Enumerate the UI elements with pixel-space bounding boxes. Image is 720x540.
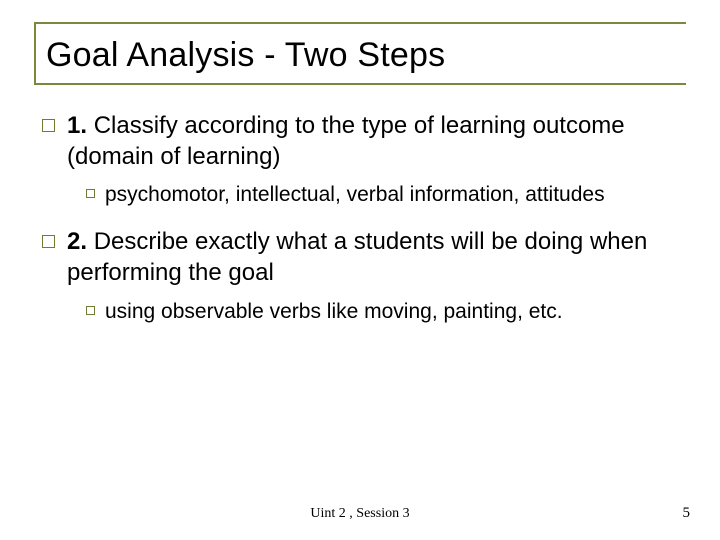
page-number: 5: [683, 505, 691, 522]
footer-center: Uint 2 , Session 3: [0, 506, 720, 522]
square-bullet-icon: [42, 119, 55, 132]
content-area: 1. Classify according to the type of lea…: [34, 85, 686, 326]
list-item: 1. Classify according to the type of lea…: [42, 111, 678, 172]
point-2-text: 2. Describe exactly what a students will…: [67, 227, 678, 288]
point-1-lead: 1.: [67, 112, 87, 139]
list-item: 2. Describe exactly what a students will…: [42, 227, 678, 288]
point-1-text: 1. Classify according to the type of lea…: [67, 111, 678, 172]
point-2-sub: using observable verbs like moving, pain…: [105, 299, 563, 326]
point-1-sub: psychomotor, intellectual, verbal inform…: [105, 182, 605, 209]
square-bullet-icon: [42, 235, 55, 248]
square-bullet-small-icon: [86, 306, 95, 315]
square-bullet-small-icon: [86, 189, 95, 198]
list-item: psychomotor, intellectual, verbal inform…: [86, 182, 678, 209]
slide-title: Goal Analysis - Two Steps: [46, 36, 686, 75]
point-2-body: Describe exactly what a students will be…: [67, 228, 647, 286]
slide: Goal Analysis - Two Steps 1. Classify ac…: [0, 0, 720, 540]
point-2-lead: 2.: [67, 228, 87, 255]
point-1-body: Classify according to the type of learni…: [67, 112, 625, 170]
list-item: using observable verbs like moving, pain…: [86, 299, 678, 326]
title-frame: Goal Analysis - Two Steps: [34, 22, 686, 85]
